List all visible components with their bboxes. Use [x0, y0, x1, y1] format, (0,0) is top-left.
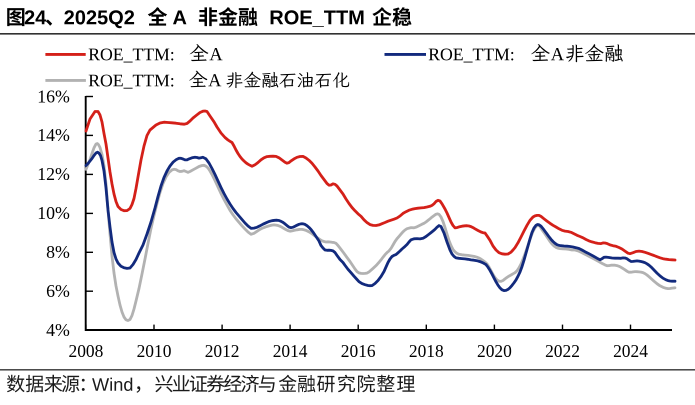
svg-text:2020: 2020 — [477, 341, 512, 361]
svg-text:12%: 12% — [37, 164, 70, 184]
svg-text:8%: 8% — [46, 242, 70, 262]
svg-text:2024: 2024 — [613, 341, 648, 361]
svg-text:2012: 2012 — [205, 341, 240, 361]
svg-text:2018: 2018 — [409, 341, 444, 361]
svg-text:2010: 2010 — [137, 341, 172, 361]
svg-text:10%: 10% — [37, 203, 70, 223]
svg-text:6%: 6% — [46, 281, 70, 301]
svg-text:14%: 14% — [37, 125, 70, 145]
svg-text:16%: 16% — [37, 86, 70, 106]
svg-text:4%: 4% — [46, 320, 70, 340]
svg-text:2014: 2014 — [273, 341, 308, 361]
svg-text:2008: 2008 — [69, 341, 104, 361]
svg-text:2016: 2016 — [341, 341, 376, 361]
svg-text:2022: 2022 — [545, 341, 580, 361]
